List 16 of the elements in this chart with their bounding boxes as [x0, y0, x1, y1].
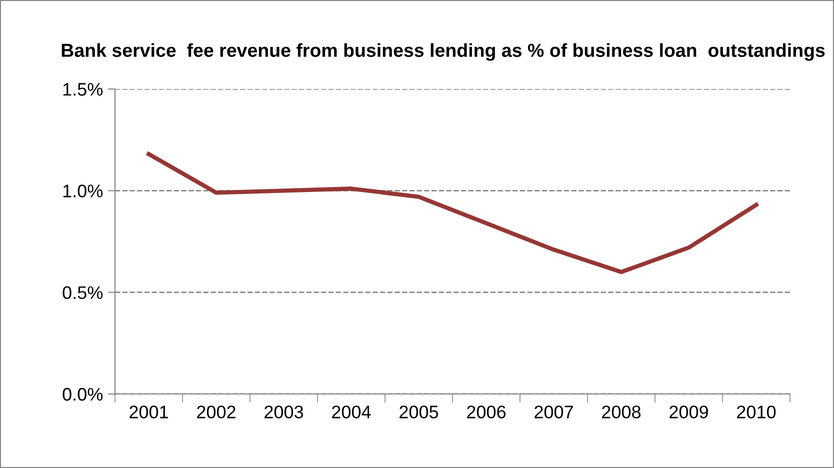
x-tick-label: 2008 [602, 406, 641, 418]
x-tick-label: 2001 [130, 406, 168, 418]
x-tick-label: 2005 [400, 406, 438, 418]
x-tick-label: 2009 [670, 406, 708, 418]
y-tick-label: 0.0% [62, 388, 103, 401]
x-tick-label: 2006 [467, 406, 506, 418]
x-tick-label: 2007 [534, 406, 573, 418]
y-tick-label: 0.5% [62, 286, 103, 300]
x-tick-label: 2004 [332, 406, 371, 418]
line-series [146, 152, 758, 274]
chart-title: Bank service fee revenue from business lending as % of business loan outstandings [62, 43, 825, 61]
x-tick-label: 2003 [264, 406, 304, 418]
x-tick-label: 2002 [197, 406, 236, 418]
x-tick-label: 2010 [737, 406, 776, 418]
y-tick-label: 1.5% [63, 83, 103, 96]
y-tick-label: 1.0% [63, 184, 103, 198]
